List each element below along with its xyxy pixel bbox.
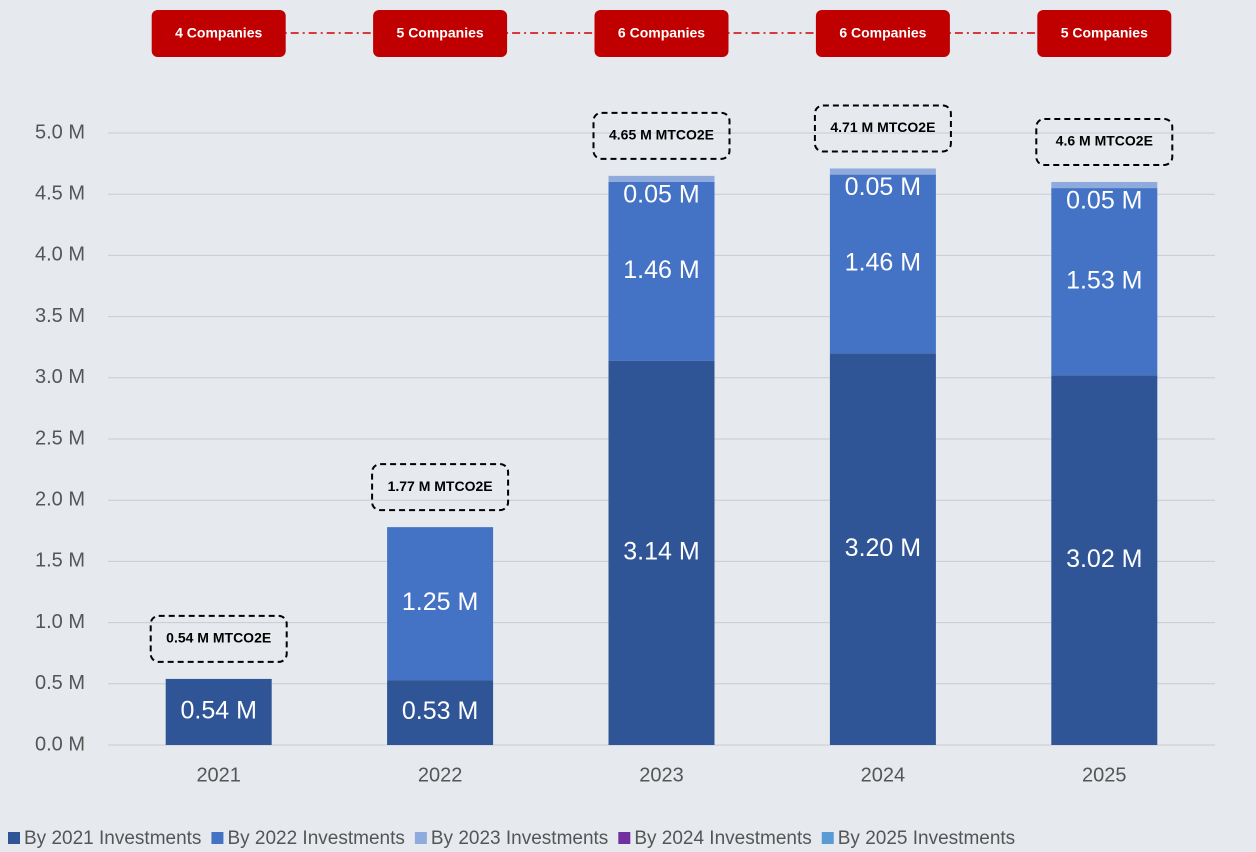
- x-tick-label: 2025: [1082, 764, 1127, 786]
- company-label: 6 Companies: [839, 25, 926, 41]
- total-label: 4.6 M MTCO2E: [1056, 133, 1153, 149]
- x-tick-label: 2023: [639, 764, 684, 786]
- legend-label: By 2021 Investments: [24, 828, 201, 849]
- value-label: 0.05 M: [623, 180, 699, 208]
- y-tick-label: 3.0 M: [35, 366, 85, 388]
- y-tick-label: 2.0 M: [35, 488, 85, 510]
- y-tick-label: 2.5 M: [35, 427, 85, 449]
- y-tick-label: 4.0 M: [35, 244, 85, 266]
- value-label: 1.25 M: [402, 588, 478, 616]
- total-label: 4.71 M MTCO2E: [830, 119, 935, 135]
- legend-swatch: [822, 832, 834, 844]
- total-label: 0.54 M MTCO2E: [166, 630, 271, 646]
- y-tick-label: 0.5 M: [35, 672, 85, 694]
- x-tick-label: 2021: [196, 764, 241, 786]
- legend-label: By 2025 Investments: [838, 828, 1015, 849]
- company-label: 5 Companies: [1061, 25, 1148, 41]
- value-label: 0.54 M: [180, 697, 256, 725]
- legend-label: By 2024 Investments: [634, 828, 811, 849]
- value-label: 3.20 M: [845, 534, 921, 562]
- company-label: 5 Companies: [397, 25, 484, 41]
- value-label: 1.46 M: [623, 256, 699, 284]
- chart: 0.0 M 0.5 M 1.0 M 1.5 M 2.0 M 2.5 M 3.0 M 3.5 M…: [0, 0, 1256, 852]
- legend-swatch: [211, 832, 223, 844]
- total-label: 1.77 M MTCO2E: [388, 478, 493, 494]
- value-label: 0.05 M: [1066, 187, 1142, 215]
- legend-label: By 2022 Investments: [227, 828, 404, 849]
- value-label: 0.05 M: [845, 173, 921, 201]
- y-tick-label: 0.0 M: [35, 733, 85, 755]
- legend-label: By 2023 Investments: [431, 828, 608, 849]
- company-label: 4 Companies: [175, 25, 262, 41]
- y-tick-label: 3.5 M: [35, 305, 85, 327]
- x-tick-label: 2024: [861, 764, 906, 786]
- value-label: 0.53 M: [402, 697, 478, 725]
- value-label: 3.14 M: [623, 537, 699, 565]
- y-tick-label: 1.0 M: [35, 611, 85, 633]
- value-label: 1.53 M: [1066, 266, 1142, 294]
- legend-swatch: [618, 832, 630, 844]
- y-tick-label: 1.5 M: [35, 550, 85, 572]
- company-label: 6 Companies: [618, 25, 705, 41]
- total-label: 4.65 M MTCO2E: [609, 127, 714, 143]
- value-label: 1.46 M: [845, 249, 921, 277]
- legend-swatch: [415, 832, 427, 844]
- legend-swatch: [8, 832, 20, 844]
- y-tick-label: 4.5 M: [35, 182, 85, 204]
- x-tick-label: 2022: [418, 764, 463, 786]
- value-label: 3.02 M: [1066, 545, 1142, 573]
- y-tick-label: 5.0 M: [35, 121, 85, 143]
- page: {"chart_data": {"type": "stacked_bar", "…: [0, 0, 1256, 852]
